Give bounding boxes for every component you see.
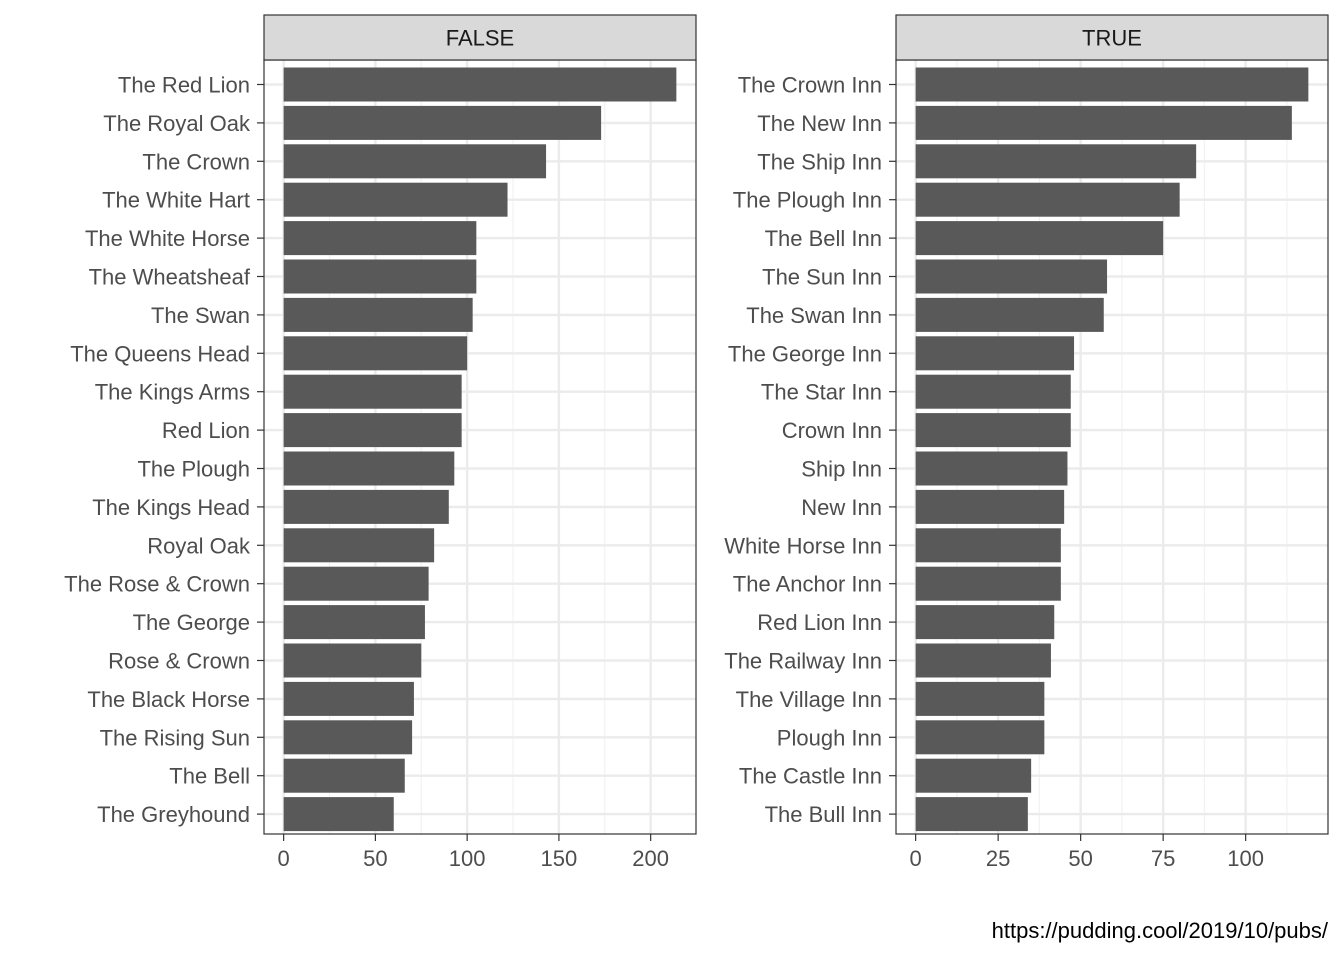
bar <box>283 67 677 102</box>
y-tick-label: The New Inn <box>757 111 882 136</box>
y-tick-label: Red Lion <box>162 418 250 443</box>
panel-true: TRUE The Crown Inn The New Inn The Ship Inn… <box>724 14 1329 871</box>
y-tick-label: The Kings Arms <box>95 380 250 405</box>
bar <box>283 451 455 486</box>
y-tick-label: The Crown Inn <box>738 73 882 98</box>
y-tick-label: The Rose & Crown <box>64 572 250 597</box>
bar <box>915 297 1104 332</box>
facet-strip <box>263 14 697 61</box>
bar <box>283 413 462 448</box>
bar <box>915 451 1068 486</box>
y-tick-label: Crown Inn <box>782 418 882 443</box>
bar <box>915 566 1061 601</box>
bar <box>915 720 1045 755</box>
y-tick-label: The Swan <box>151 303 250 328</box>
y-tick-label: Rose & Crown <box>108 649 250 674</box>
x-tick-label: 200 <box>632 846 669 871</box>
bar <box>283 336 468 371</box>
bar <box>283 566 429 601</box>
x-tick-label: 100 <box>1227 846 1264 871</box>
y-tick-label: The Railway Inn <box>724 649 882 674</box>
bar <box>915 67 1309 102</box>
y-tick-label: Ship Inn <box>801 457 882 482</box>
y-tick-label: The Swan Inn <box>746 303 882 328</box>
y-tick-label: The Plough Inn <box>733 188 882 213</box>
x-tick-label: 0 <box>278 846 290 871</box>
chart-caption: https://pudding.cool/2019/10/pubs/ <box>991 918 1328 943</box>
x-tick-label: 150 <box>541 846 578 871</box>
bar <box>915 105 1292 140</box>
bar <box>283 681 414 716</box>
y-tick-label: The Wheatsheaf <box>89 265 251 290</box>
bar <box>915 681 1045 716</box>
y-tick-label: The Anchor Inn <box>733 572 882 597</box>
y-tick-label: The White Horse <box>85 226 250 251</box>
bar <box>915 374 1071 409</box>
bar <box>283 528 435 563</box>
y-tick-label: Plough Inn <box>777 725 882 750</box>
bar <box>915 413 1071 448</box>
y-tick-label: The Rising Sun <box>100 725 250 750</box>
y-tick-label: The Village Inn <box>736 687 882 712</box>
x-tick-label: 50 <box>1068 846 1092 871</box>
y-tick-label: The Black Horse <box>87 687 250 712</box>
y-tick-label: The Plough <box>137 457 250 482</box>
bar <box>283 605 425 640</box>
y-tick-label: The Red Lion <box>118 73 250 98</box>
bar <box>283 489 449 524</box>
x-tick-label: 0 <box>910 846 922 871</box>
y-tick-label: The Bell <box>169 764 250 789</box>
bar <box>915 758 1032 793</box>
x-tick-label: 25 <box>986 846 1010 871</box>
bar <box>283 720 413 755</box>
bar <box>915 643 1051 678</box>
bar <box>915 605 1055 640</box>
bar <box>915 259 1108 294</box>
y-tick-label: Royal Oak <box>147 533 251 558</box>
y-tick-label: The Kings Head <box>92 495 250 520</box>
bar <box>915 528 1061 563</box>
y-tick-label: The Ship Inn <box>757 149 882 174</box>
bar <box>915 797 1028 832</box>
y-tick-label: The Castle Inn <box>739 764 882 789</box>
bar <box>283 105 602 140</box>
y-tick-label: Red Lion Inn <box>757 610 882 635</box>
bar <box>283 758 405 793</box>
y-tick-label: The Crown <box>142 149 250 174</box>
bar <box>915 489 1065 524</box>
bar <box>283 297 473 332</box>
bar <box>283 259 477 294</box>
y-tick-label: The Bell Inn <box>765 226 882 251</box>
bar <box>915 336 1075 371</box>
bar <box>283 797 394 832</box>
facet-strip <box>895 14 1329 61</box>
x-tick-label: 100 <box>449 846 486 871</box>
y-tick-label: The George <box>133 610 250 635</box>
y-tick-label: New Inn <box>801 495 882 520</box>
bar <box>915 182 1180 217</box>
y-tick-label: The Sun Inn <box>762 265 882 290</box>
x-tick-label: 50 <box>363 846 387 871</box>
y-tick-label: The Queens Head <box>70 341 250 366</box>
bar <box>915 144 1197 179</box>
y-tick-label: The Bull Inn <box>765 802 882 827</box>
bar <box>915 221 1164 256</box>
bar <box>283 643 422 678</box>
y-tick-label: White Horse Inn <box>724 533 882 558</box>
bar <box>283 221 477 256</box>
y-tick-label: The Star Inn <box>761 380 882 405</box>
facet-strip-label: FALSE <box>446 26 514 51</box>
facet-strip-label: TRUE <box>1082 26 1142 51</box>
panel-false: FALSE The Red Lion The Royal Oak The Crown T… <box>64 14 697 871</box>
bar <box>283 182 508 217</box>
bar <box>283 374 462 409</box>
y-tick-label: The Greyhound <box>97 802 250 827</box>
y-tick-label: The White Hart <box>102 188 250 213</box>
x-tick-label: 75 <box>1151 846 1175 871</box>
y-tick-label: The Royal Oak <box>103 111 251 136</box>
y-tick-label: The George Inn <box>728 341 882 366</box>
bar <box>283 144 547 179</box>
